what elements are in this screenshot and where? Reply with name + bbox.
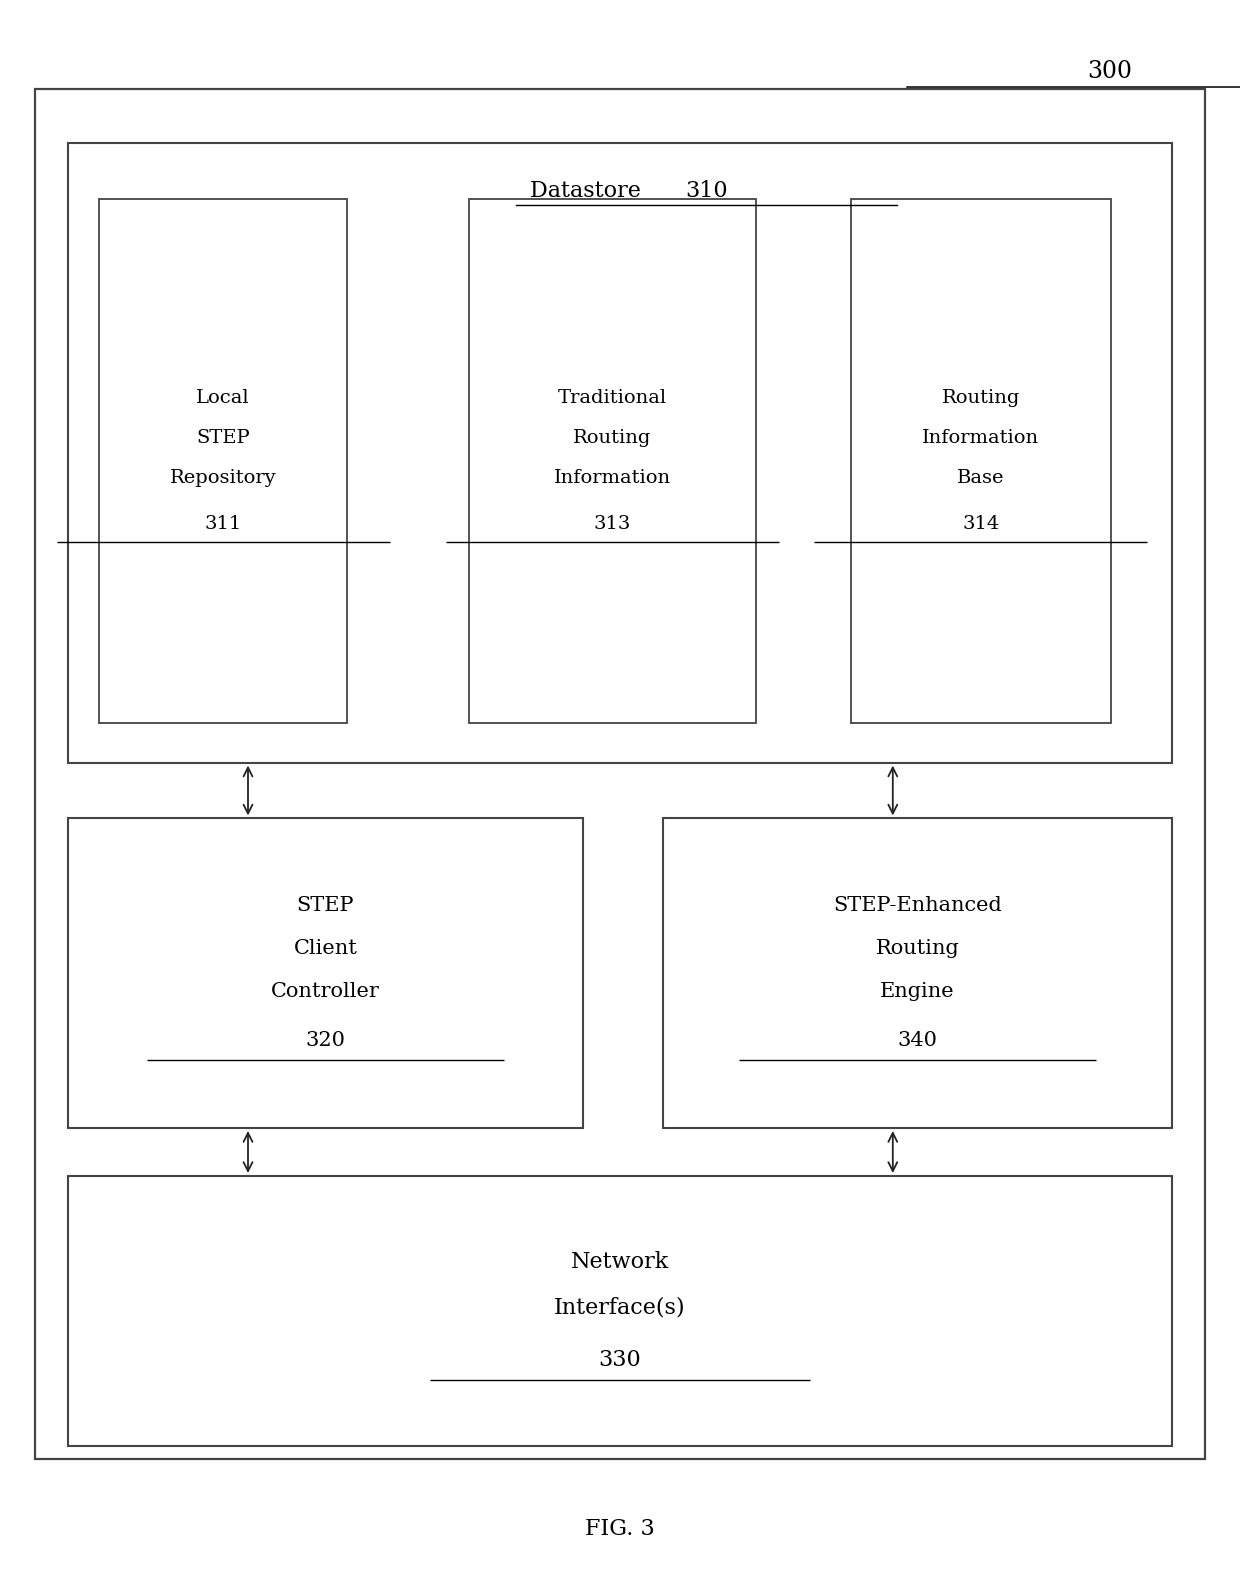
- Bar: [68, 143, 1172, 763]
- Text: Routing: Routing: [875, 939, 960, 958]
- Bar: [68, 818, 583, 1128]
- Text: 310: 310: [686, 180, 728, 202]
- Text: FIG. 3: FIG. 3: [585, 1517, 655, 1540]
- Text: Datastore: Datastore: [529, 180, 649, 202]
- Bar: [68, 1176, 1172, 1446]
- Text: STEP: STEP: [296, 896, 355, 915]
- Text: Interface(s): Interface(s): [554, 1297, 686, 1319]
- Text: Traditional: Traditional: [558, 389, 667, 407]
- Text: 313: 313: [594, 515, 631, 532]
- Bar: [35, 89, 1205, 1459]
- Text: Network: Network: [570, 1251, 670, 1273]
- Text: Local: Local: [196, 389, 250, 407]
- Text: 320: 320: [305, 1031, 346, 1050]
- Text: STEP: STEP: [196, 429, 250, 447]
- Text: Client: Client: [294, 939, 357, 958]
- Text: 330: 330: [599, 1349, 641, 1371]
- Text: 300: 300: [1087, 60, 1132, 83]
- Text: Information: Information: [923, 429, 1039, 447]
- Text: Engine: Engine: [880, 982, 955, 1001]
- Text: Base: Base: [957, 469, 1004, 486]
- Bar: [663, 818, 1172, 1128]
- Text: Information: Information: [554, 469, 671, 486]
- Text: Repository: Repository: [170, 469, 277, 486]
- Bar: [99, 199, 347, 723]
- Text: Controller: Controller: [272, 982, 379, 1001]
- Text: 340: 340: [898, 1031, 937, 1050]
- Text: STEP-Enhanced: STEP-Enhanced: [833, 896, 1002, 915]
- Bar: [469, 199, 756, 723]
- Text: Routing: Routing: [941, 389, 1021, 407]
- Text: Routing: Routing: [573, 429, 652, 447]
- Text: 314: 314: [962, 515, 999, 532]
- Text: 311: 311: [205, 515, 242, 532]
- Bar: [851, 199, 1111, 723]
